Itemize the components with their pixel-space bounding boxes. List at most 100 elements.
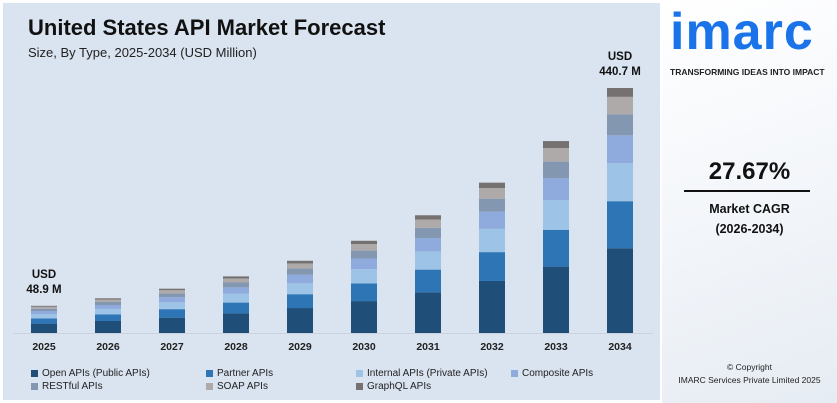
bar-segment xyxy=(351,283,377,302)
x-tick-label: 2032 xyxy=(480,341,504,353)
copyright-line-1: © Copyright xyxy=(726,362,772,372)
stacked-bar-chart: 2025 USD 48.9 M 2026 2027 2028 2029 2030 2031 203… xyxy=(13,51,653,353)
bar-segment xyxy=(31,306,57,309)
cagr-value: 27.67% xyxy=(708,158,791,185)
bar-segment xyxy=(543,266,569,333)
bar-segment xyxy=(159,288,185,291)
bar-segment xyxy=(287,274,313,284)
imarc-logo: imarc xyxy=(670,3,814,61)
bar-segment xyxy=(287,263,313,269)
x-tick-label: 2034 xyxy=(608,341,632,353)
x-tick-label: 2031 xyxy=(416,341,440,353)
legend-label: GraphQL APIs xyxy=(367,381,432,392)
bar-segment xyxy=(543,178,569,201)
bar-segment xyxy=(543,147,569,162)
legend-item: RESTful APIs xyxy=(31,381,103,392)
data-label: USD xyxy=(608,51,632,63)
chart-subtitle: Size, By Type, 2025-2034 (USD Million) xyxy=(28,45,257,60)
bar-segment xyxy=(351,301,377,333)
x-tick-label: 2030 xyxy=(352,341,376,353)
legend-label: Internal APIs (Private APIs) xyxy=(367,368,488,379)
legend-swatch xyxy=(511,370,518,377)
legend-label: Open APIs (Public APIs) xyxy=(42,368,150,379)
bar-segment xyxy=(223,276,249,279)
bar-segment xyxy=(223,302,249,314)
data-label: USD xyxy=(32,269,56,281)
cagr-label: Market CAGR xyxy=(709,202,790,216)
legend-swatch xyxy=(356,383,363,390)
legend-swatch xyxy=(206,383,213,390)
bar-segment xyxy=(159,293,185,298)
bar-segment xyxy=(607,163,633,202)
bar-segment xyxy=(607,135,633,164)
chart-title: United States API Market Forecast xyxy=(28,15,386,40)
cagr-period: (2026-2034) xyxy=(715,222,784,236)
bar-segment xyxy=(31,311,57,315)
bar-segment xyxy=(543,200,569,230)
bar-segment xyxy=(159,297,185,303)
bar-segment xyxy=(479,228,505,253)
bar-segment xyxy=(95,298,121,300)
x-tick-label: 2027 xyxy=(160,341,184,353)
bar-segment xyxy=(607,114,633,136)
bar-segment xyxy=(607,96,633,115)
x-tick-label: 2033 xyxy=(544,341,568,353)
bar-segment xyxy=(159,309,185,318)
bar-segment xyxy=(95,320,121,333)
bar-segment xyxy=(159,317,185,333)
bar-segment xyxy=(159,302,185,310)
x-tick-label: 2029 xyxy=(288,341,312,353)
legend-item: Composite APIs xyxy=(511,368,593,379)
bar-segment xyxy=(287,308,313,333)
x-tick-label: 2026 xyxy=(96,341,120,353)
bar-segment xyxy=(479,182,505,189)
bar-segment xyxy=(31,323,57,333)
bar-segment xyxy=(351,240,377,245)
legend-item: Partner APIs xyxy=(206,368,273,379)
bar-segment xyxy=(287,283,313,295)
bar-segment xyxy=(31,318,57,324)
bar-segment xyxy=(479,188,505,199)
bar-segment xyxy=(415,219,441,228)
data-label: 48.9 M xyxy=(26,284,61,296)
legend-item: SOAP APIs xyxy=(206,381,268,392)
chart-panel: United States API Market Forecast Size, … xyxy=(3,3,660,400)
bar-segment xyxy=(95,314,121,321)
bar-segment xyxy=(351,269,377,284)
bar-segment xyxy=(351,258,377,270)
bar-segment xyxy=(95,308,121,315)
copyright-line-2: IMARC Services Private Limited 2025 xyxy=(678,375,821,385)
x-tick-label: 2025 xyxy=(32,341,56,353)
bar-segment xyxy=(351,244,377,251)
bar-segment xyxy=(479,198,505,212)
legend-item: Internal APIs (Private APIs) xyxy=(356,368,488,379)
side-panel: imarc TRANSFORMING IDEAS INTO IMPACT 27.… xyxy=(662,0,837,403)
bar-segment xyxy=(543,161,569,179)
bar-segment xyxy=(415,251,441,270)
bar-segment xyxy=(287,268,313,275)
legend-item: Open APIs (Public APIs) xyxy=(31,368,150,379)
bar-segment xyxy=(95,304,121,309)
bar-segment xyxy=(607,248,633,333)
legend-label: SOAP APIs xyxy=(217,381,268,392)
bar-segment xyxy=(351,250,377,259)
legend-swatch xyxy=(356,370,363,377)
x-tick-label: 2028 xyxy=(224,341,248,353)
bar-segment xyxy=(287,294,313,309)
bar-segment xyxy=(415,269,441,293)
bar-segment xyxy=(223,278,249,283)
legend-item: GraphQL APIs xyxy=(356,381,431,392)
bar-segment xyxy=(223,287,249,294)
bar-segment xyxy=(607,201,633,249)
bar-segment xyxy=(31,308,57,312)
bar-segment xyxy=(543,141,569,148)
bar-segment xyxy=(479,280,505,333)
data-label: 440.7 M xyxy=(599,66,641,78)
bar-segment xyxy=(223,313,249,333)
bar-segment xyxy=(95,301,121,305)
bar-segment xyxy=(31,314,57,319)
legend-label: RESTful APIs xyxy=(42,381,103,392)
divider xyxy=(684,190,810,192)
legend-swatch xyxy=(31,383,38,390)
bar-segment xyxy=(31,305,57,307)
